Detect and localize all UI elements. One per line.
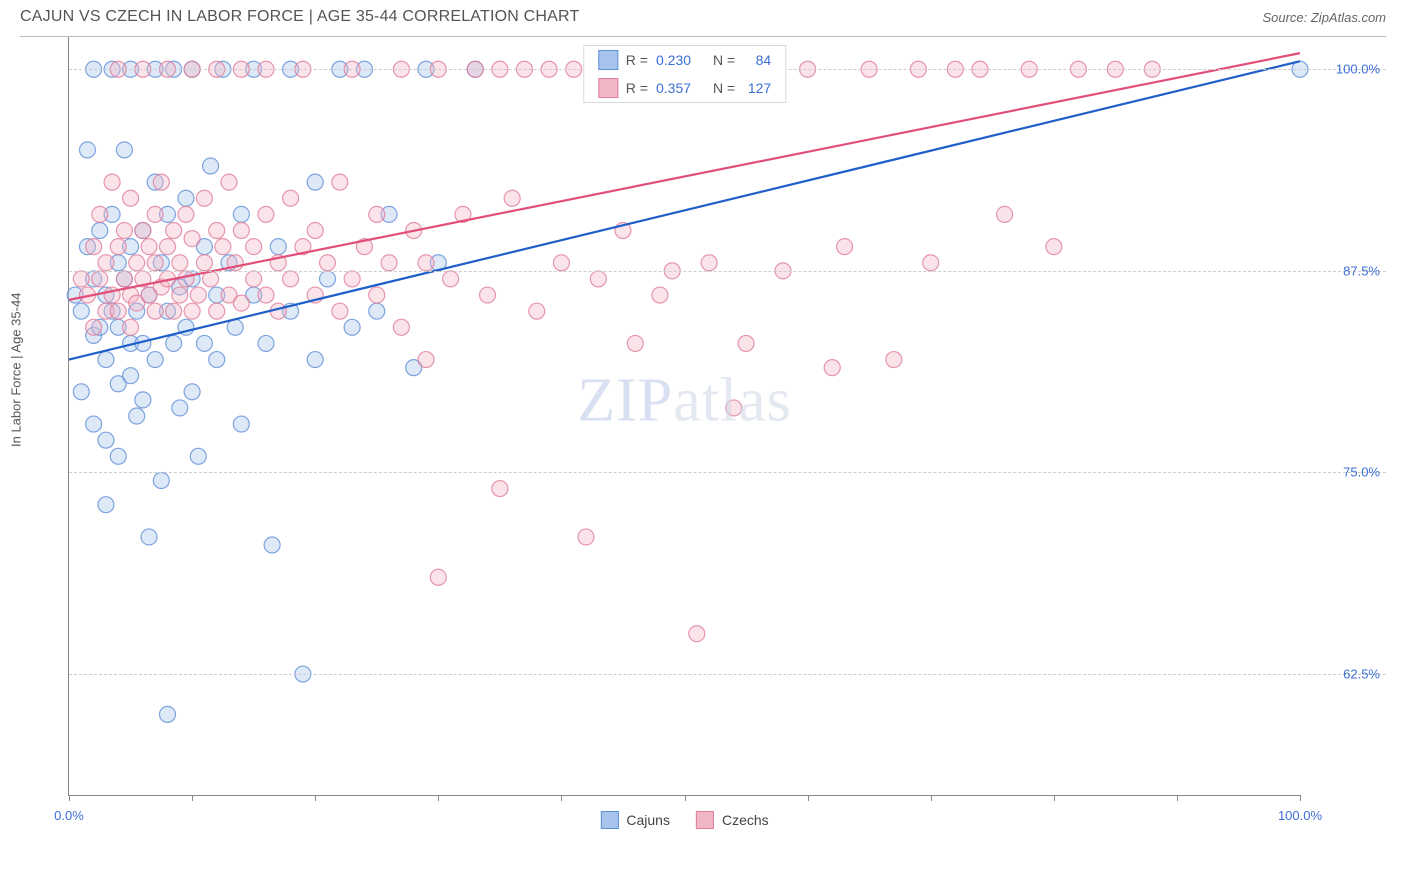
legend-swatch-cajuns bbox=[600, 811, 618, 829]
series-legend: Cajuns Czechs bbox=[600, 811, 768, 829]
y-tick-label: 87.5% bbox=[1343, 263, 1380, 278]
stats-row-czechs: R = 0.357 N = 127 bbox=[584, 74, 785, 102]
legend-swatch-czechs bbox=[696, 811, 714, 829]
x-tick-label-left: 0.0% bbox=[54, 808, 84, 823]
plot-area: ZIPatlas R = 0.230 N = 84 R = 0.357 N = … bbox=[68, 37, 1300, 796]
n-label: N = bbox=[713, 52, 735, 68]
y-axis-label: In Labor Force | Age 35-44 bbox=[9, 292, 24, 446]
n-value-cajuns: 84 bbox=[743, 52, 771, 68]
x-tick-label-right: 100.0% bbox=[1278, 808, 1322, 823]
legend-item-czechs: Czechs bbox=[696, 811, 769, 829]
r-value-cajuns: 0.230 bbox=[656, 52, 691, 68]
n-label: N = bbox=[713, 80, 735, 96]
chart-title: CAJUN VS CZECH IN LABOR FORCE | AGE 35-4… bbox=[20, 8, 579, 26]
chart-container: In Labor Force | Age 35-44 ZIPatlas R = … bbox=[20, 36, 1386, 856]
legend-item-cajuns: Cajuns bbox=[600, 811, 670, 829]
r-value-czechs: 0.357 bbox=[656, 80, 691, 96]
scatter-svg bbox=[69, 37, 1300, 795]
source-label: Source: ZipAtlas.com bbox=[1262, 10, 1386, 25]
r-label: R = bbox=[626, 52, 648, 68]
stats-row-cajuns: R = 0.230 N = 84 bbox=[584, 46, 785, 74]
legend-label-czechs: Czechs bbox=[722, 812, 769, 828]
swatch-czechs bbox=[598, 78, 618, 98]
swatch-cajuns bbox=[598, 50, 618, 70]
y-tick-label: 62.5% bbox=[1343, 667, 1380, 682]
legend-label-cajuns: Cajuns bbox=[626, 812, 670, 828]
y-tick-label: 75.0% bbox=[1343, 465, 1380, 480]
y-tick-label: 100.0% bbox=[1336, 62, 1380, 77]
r-label: R = bbox=[626, 80, 648, 96]
stats-legend: R = 0.230 N = 84 R = 0.357 N = 127 bbox=[583, 45, 786, 103]
n-value-czechs: 127 bbox=[743, 80, 771, 96]
